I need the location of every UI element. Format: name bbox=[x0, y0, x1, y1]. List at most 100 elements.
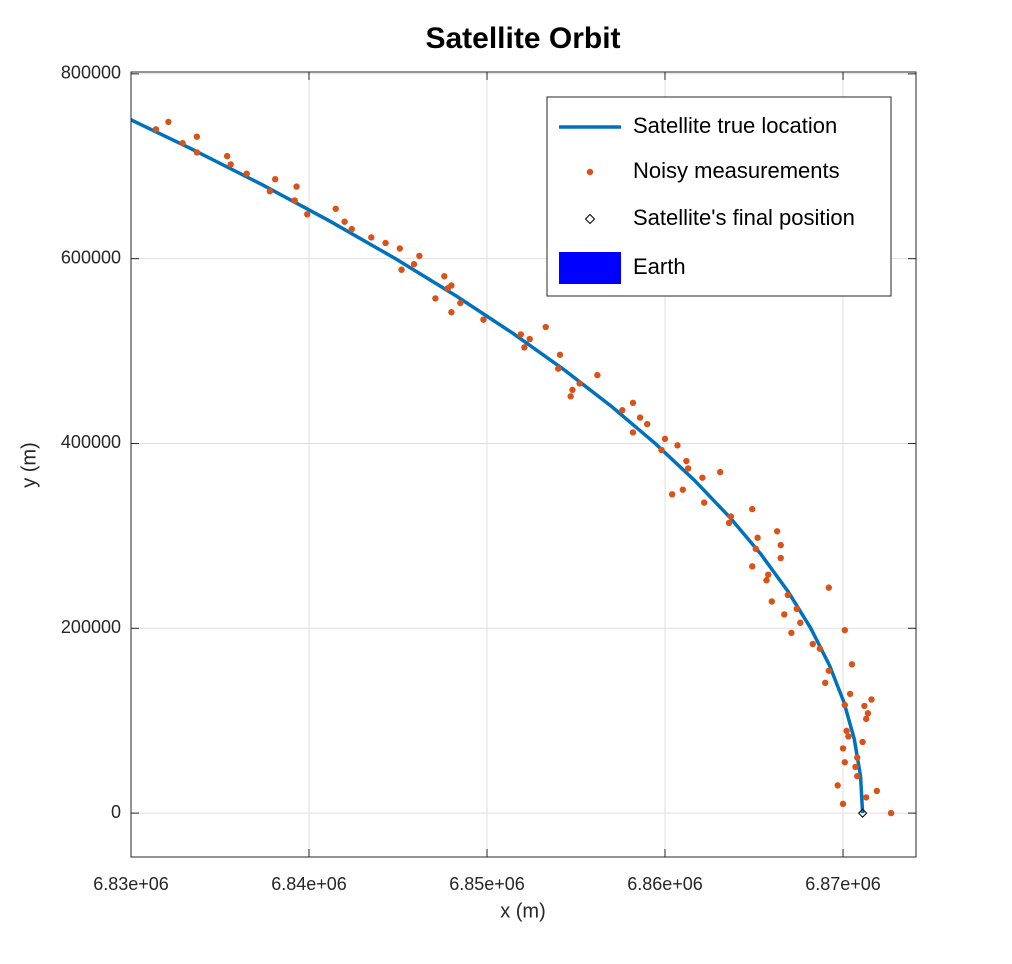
y-tick-label: 0 bbox=[111, 802, 121, 822]
legend-label: Noisy measurements bbox=[633, 158, 840, 183]
measurement-point bbox=[768, 598, 776, 605]
measurement-point bbox=[845, 733, 852, 740]
measurement-point bbox=[788, 629, 795, 637]
measurement-point bbox=[304, 211, 311, 218]
y-tick-label: 800000 bbox=[61, 63, 121, 83]
legend-label: Earth bbox=[633, 254, 686, 279]
legend-label: Satellite true location bbox=[633, 113, 837, 138]
measurement-point bbox=[773, 528, 781, 535]
measurement-point bbox=[629, 399, 637, 407]
legend-patch bbox=[559, 252, 621, 284]
measurement-point bbox=[432, 295, 439, 302]
measurement-point bbox=[293, 183, 300, 190]
x-tick-label: 6.86e+06 bbox=[627, 874, 703, 894]
final-position bbox=[857, 808, 868, 818]
measurement-point bbox=[271, 175, 279, 183]
measurement-point bbox=[834, 782, 841, 789]
y-tick-label: 400000 bbox=[61, 432, 121, 452]
data-marks bbox=[131, 117, 895, 818]
measurement-point bbox=[542, 323, 549, 331]
measurement-point bbox=[521, 344, 528, 351]
measurement-point bbox=[777, 541, 784, 549]
measurement-point bbox=[448, 309, 455, 316]
legend-diamond bbox=[584, 213, 596, 225]
measurement-point bbox=[862, 794, 870, 801]
x-tick-label: 6.87e+06 bbox=[805, 874, 881, 894]
x-tick-label: 6.84e+06 bbox=[271, 874, 347, 894]
measurement-point bbox=[658, 446, 665, 454]
measurement-point bbox=[291, 197, 298, 204]
measurement-point bbox=[700, 499, 708, 506]
measurement-point bbox=[816, 645, 824, 652]
measurement-point bbox=[193, 149, 201, 156]
x-axis-label: x (m) bbox=[500, 900, 546, 922]
measurement-point bbox=[416, 252, 423, 260]
measurement-point bbox=[567, 393, 574, 400]
y-axis-label: y (m) bbox=[18, 442, 40, 488]
measurement-point bbox=[777, 554, 784, 562]
legend: Satellite true location Noisy measurement… bbox=[546, 96, 892, 297]
measurement-point bbox=[784, 591, 792, 599]
measurement-point bbox=[725, 519, 733, 527]
measurement-point bbox=[752, 545, 759, 553]
measurement-point bbox=[839, 800, 847, 808]
measurement-point bbox=[809, 640, 816, 648]
measurement-point bbox=[765, 571, 772, 578]
measurement-point bbox=[683, 457, 690, 465]
measurement-point bbox=[410, 261, 418, 268]
measurement-point bbox=[797, 619, 804, 626]
measurement-point bbox=[861, 702, 868, 710]
measurement-point bbox=[668, 491, 676, 498]
measurement-point bbox=[749, 505, 756, 513]
measurement-point bbox=[457, 299, 464, 307]
measurement-point bbox=[854, 754, 861, 761]
measurement-point bbox=[873, 787, 881, 795]
measurement-point bbox=[661, 435, 669, 443]
y-tick-label: 600000 bbox=[61, 247, 121, 267]
measurement-point bbox=[448, 282, 455, 289]
measurement-point bbox=[555, 365, 562, 372]
measurement-point bbox=[699, 474, 706, 481]
measurement-point bbox=[193, 133, 201, 140]
measurement-point bbox=[859, 738, 866, 746]
measurement-point bbox=[368, 234, 375, 241]
measurement-point bbox=[396, 245, 403, 252]
measurement-point bbox=[864, 710, 872, 717]
measurement-point bbox=[793, 605, 800, 613]
x-tick-label: 6.85e+06 bbox=[449, 874, 525, 894]
measurement-point bbox=[266, 188, 274, 195]
measurement-point bbox=[243, 170, 250, 177]
legend-dot bbox=[586, 168, 594, 176]
measurement-point bbox=[763, 577, 770, 584]
measurement-point bbox=[846, 690, 854, 698]
measurement-point bbox=[749, 563, 756, 570]
measurement-point bbox=[716, 468, 724, 476]
orbit-line bbox=[131, 117, 865, 814]
measurement-point bbox=[754, 534, 761, 541]
measurement-point bbox=[332, 205, 339, 212]
measurement-point bbox=[841, 701, 848, 709]
measurement-point bbox=[854, 772, 861, 780]
measurement-point bbox=[594, 371, 601, 379]
measurement-point bbox=[619, 407, 626, 414]
measurement-point bbox=[684, 465, 692, 472]
y-tick-label: 200000 bbox=[61, 617, 121, 637]
measurement-point bbox=[569, 386, 576, 394]
measurement-point bbox=[576, 380, 583, 387]
measurement-point bbox=[179, 139, 186, 147]
measurement-point bbox=[441, 273, 448, 280]
measurement-point bbox=[822, 679, 829, 687]
measurement-point bbox=[679, 486, 687, 493]
measurement-point bbox=[839, 745, 847, 752]
measurement-point bbox=[841, 759, 848, 766]
measurement-point bbox=[223, 152, 231, 160]
measurement-point bbox=[152, 126, 160, 133]
measurement-point bbox=[480, 316, 487, 323]
measurement-point bbox=[727, 513, 735, 520]
measurement-point bbox=[348, 225, 355, 233]
measurement-point bbox=[843, 727, 850, 735]
measurement-point bbox=[636, 414, 644, 421]
measurement-point bbox=[341, 218, 348, 225]
measurement-point bbox=[526, 335, 533, 343]
